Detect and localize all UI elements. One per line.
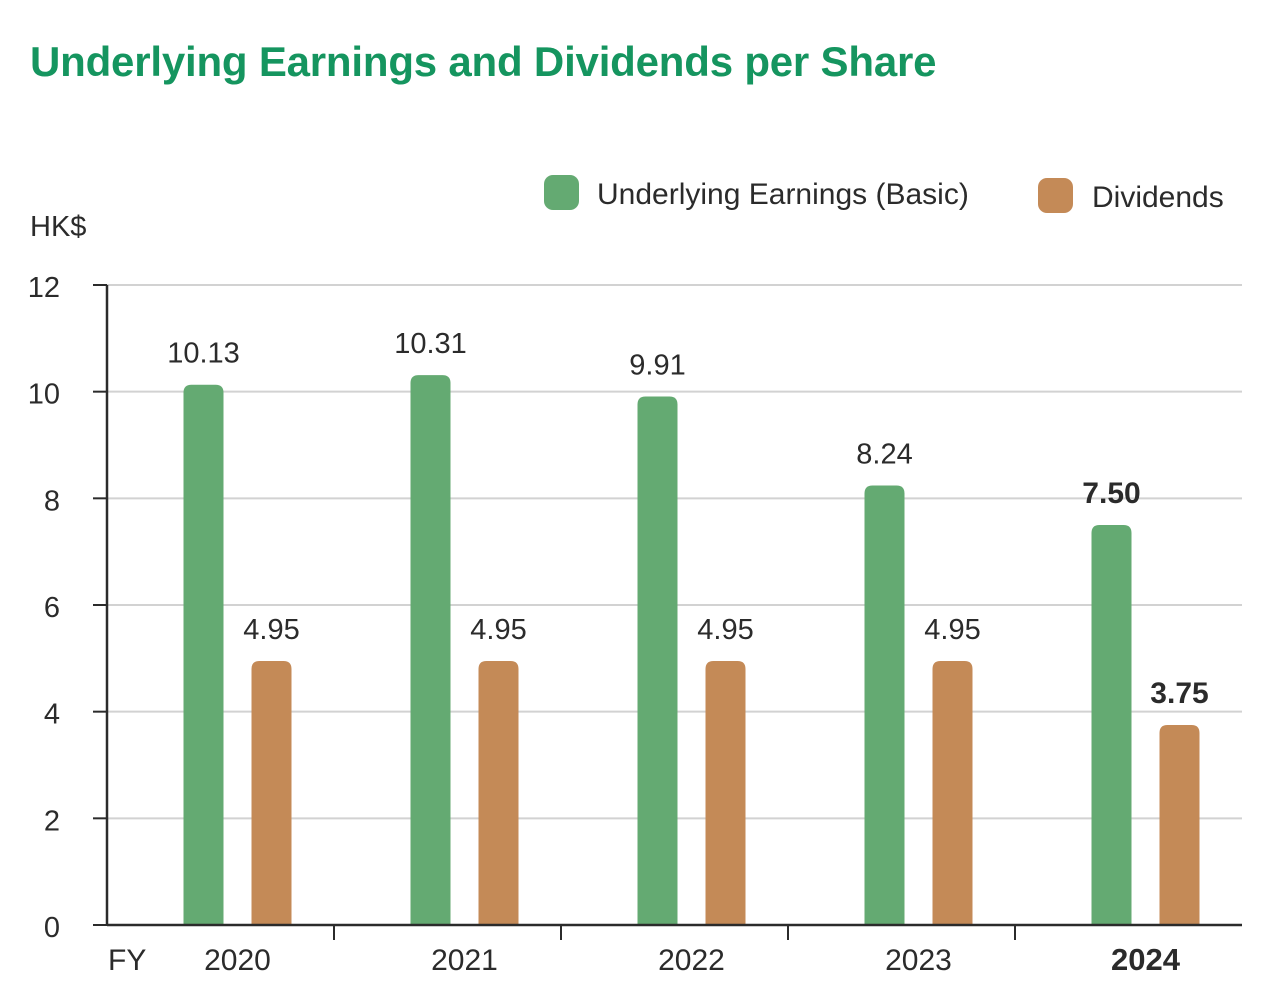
y-tick-label: 0 <box>44 912 60 944</box>
earnings-value-label-2021: 10.31 <box>394 328 467 360</box>
earnings-bar-2023 <box>864 485 905 925</box>
legend-swatch-earnings <box>544 175 579 210</box>
chart-legend: Underlying Earnings (Basic) Dividends <box>544 175 1224 214</box>
dividends-bar-2023 <box>932 661 973 925</box>
dividends-value-label-2020: 4.95 <box>243 614 299 646</box>
y-axis-unit-label: HK$ <box>30 211 86 243</box>
y-tick-label: 6 <box>44 592 60 624</box>
label-layer: 10.13 4.95 10.31 4.95 9.91 4.95 8.24 4.95 7.50 3.… <box>167 328 1208 710</box>
y-tick-label: 4 <box>44 699 60 731</box>
dividends-bar-2022 <box>705 661 746 925</box>
legend-swatch-dividends <box>1038 178 1073 213</box>
dividends-bar-2021 <box>478 661 519 925</box>
earnings-bar-2021 <box>410 375 451 926</box>
y-tick-label: 8 <box>44 485 60 517</box>
legend-label-dividends: Dividends <box>1092 181 1224 214</box>
chart-title: Underlying Earnings and Dividends per Sh… <box>30 38 937 85</box>
earnings-bar-2020 <box>183 384 224 925</box>
earnings-value-label-2023: 8.24 <box>856 439 912 471</box>
earnings-value-label-2024: 7.50 <box>1082 477 1140 510</box>
dividends-bar-2020 <box>251 661 292 925</box>
bar-layer <box>183 375 1200 926</box>
y-tick-label: 12 <box>28 272 60 304</box>
x-tick-label-2024: 2024 <box>1111 942 1181 977</box>
legend-label-earnings: Underlying Earnings (Basic) <box>597 178 969 211</box>
dividends-bar-2024 <box>1159 725 1200 925</box>
earnings-bar-2024 <box>1091 525 1132 925</box>
x-tick-label-2023: 2023 <box>885 944 952 977</box>
x-tick-label-2021: 2021 <box>431 944 498 977</box>
dividends-value-label-2024: 3.75 <box>1150 677 1208 710</box>
dividends-value-label-2023: 4.95 <box>924 614 980 646</box>
x-tick-label-2020: 2020 <box>204 944 271 977</box>
dividends-value-label-2022: 4.95 <box>697 614 753 646</box>
earnings-value-label-2022: 9.91 <box>629 349 685 381</box>
x-axis-prefix-label: FY <box>108 944 146 977</box>
y-tick-label: 2 <box>44 805 60 837</box>
x-tick-label-2022: 2022 <box>658 944 725 977</box>
axis-layer: 0 2 4 6 8 10 12 2020 2021 2022 2023 2024 <box>28 272 1242 977</box>
earnings-bar-2022 <box>637 396 678 925</box>
earnings-value-label-2020: 10.13 <box>167 338 240 370</box>
dividends-value-label-2021: 4.95 <box>470 614 526 646</box>
y-tick-label: 10 <box>28 379 60 411</box>
